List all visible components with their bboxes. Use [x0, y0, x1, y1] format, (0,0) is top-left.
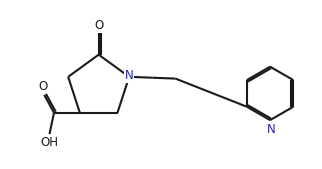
- Text: N: N: [125, 69, 134, 82]
- Text: O: O: [94, 19, 103, 32]
- Text: O: O: [39, 80, 48, 93]
- Text: OH: OH: [41, 136, 59, 149]
- Text: N: N: [267, 123, 275, 136]
